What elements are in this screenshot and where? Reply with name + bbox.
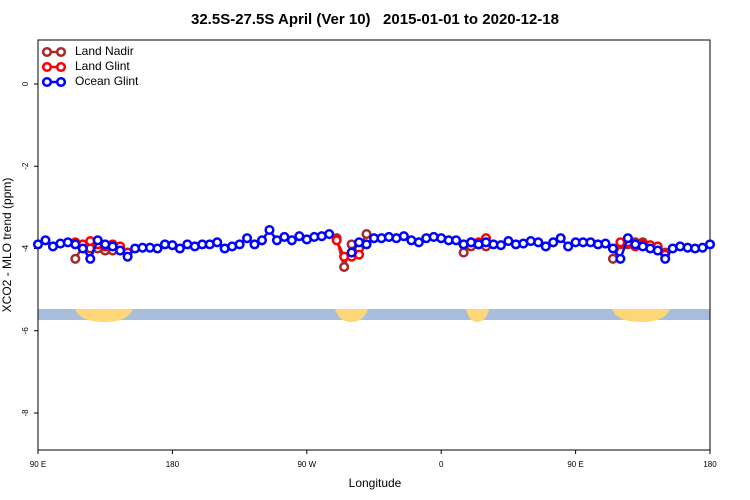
land-area — [335, 309, 368, 322]
y-tick-label: -6 — [21, 327, 30, 335]
land-area — [466, 309, 489, 322]
x-tick-label: 0 — [439, 460, 444, 469]
y-tick-label: -8 — [21, 409, 30, 417]
ocean-strip — [38, 309, 710, 320]
data-point — [346, 247, 357, 258]
y-axis-label: XCO2 - MLO trend (ppm) — [0, 178, 14, 313]
data-point — [361, 229, 372, 240]
data-point — [85, 253, 96, 264]
legend-marker — [55, 76, 67, 88]
legend-marker — [41, 61, 53, 73]
legend-marker — [55, 46, 67, 58]
data-point — [324, 229, 335, 240]
land-area — [612, 309, 670, 322]
legend-marker — [41, 76, 53, 88]
data-point — [242, 233, 253, 244]
data-point — [533, 237, 544, 248]
legend-label: Land Glint — [75, 59, 130, 73]
y-tick-label: -4 — [21, 244, 30, 252]
data-point — [115, 245, 126, 256]
data-point — [652, 245, 663, 256]
data-point — [660, 253, 671, 264]
data-point — [458, 247, 469, 258]
data-point — [540, 241, 551, 252]
data-point — [249, 239, 260, 250]
series — [32, 224, 716, 264]
data-point — [398, 231, 409, 242]
data-point — [122, 251, 133, 262]
data-point — [615, 253, 626, 264]
legend-label: Land Nadir — [75, 44, 134, 58]
data-point — [704, 239, 716, 250]
data-point — [600, 238, 611, 249]
data-point — [413, 237, 424, 248]
data-point — [563, 241, 574, 252]
chart-title: 32.5S-27.5S April (Ver 10) 2015-01-01 to… — [191, 11, 559, 28]
data-point — [256, 235, 268, 246]
x-tick-label: 180 — [166, 460, 180, 469]
land-mask — [38, 309, 710, 322]
data-point — [607, 243, 618, 254]
x-tick-label: 180 — [703, 460, 717, 469]
data-point — [555, 233, 566, 244]
x-tick-label: 90 E — [567, 460, 583, 469]
data-point — [107, 241, 118, 252]
data-point — [77, 243, 88, 254]
data-point — [70, 253, 81, 264]
data-point — [339, 261, 350, 273]
x-tick-label: 90 W — [297, 460, 316, 469]
land-area — [75, 309, 133, 322]
data-point — [264, 224, 275, 236]
data-point — [234, 239, 245, 250]
data-point — [92, 235, 103, 246]
y-tick-label: 0 — [21, 81, 30, 86]
data-point — [548, 237, 559, 248]
data-point — [40, 235, 51, 246]
data-point — [286, 235, 297, 246]
legend-label: Ocean Glint — [75, 74, 139, 88]
data-point — [331, 235, 342, 246]
x-tick-label: 90 E — [30, 460, 46, 469]
legend-marker — [55, 61, 67, 73]
data-point — [174, 243, 185, 254]
x-axis-label: Longitude — [349, 476, 402, 490]
data-point — [495, 240, 506, 251]
data-point — [70, 239, 81, 250]
data-point — [451, 235, 462, 246]
legend-marker — [41, 46, 53, 58]
data-point — [622, 233, 633, 244]
data-point — [361, 239, 372, 250]
data-point — [152, 243, 163, 254]
data-point — [32, 239, 44, 250]
data-point — [212, 237, 223, 248]
y-tick-label: -2 — [21, 162, 30, 170]
